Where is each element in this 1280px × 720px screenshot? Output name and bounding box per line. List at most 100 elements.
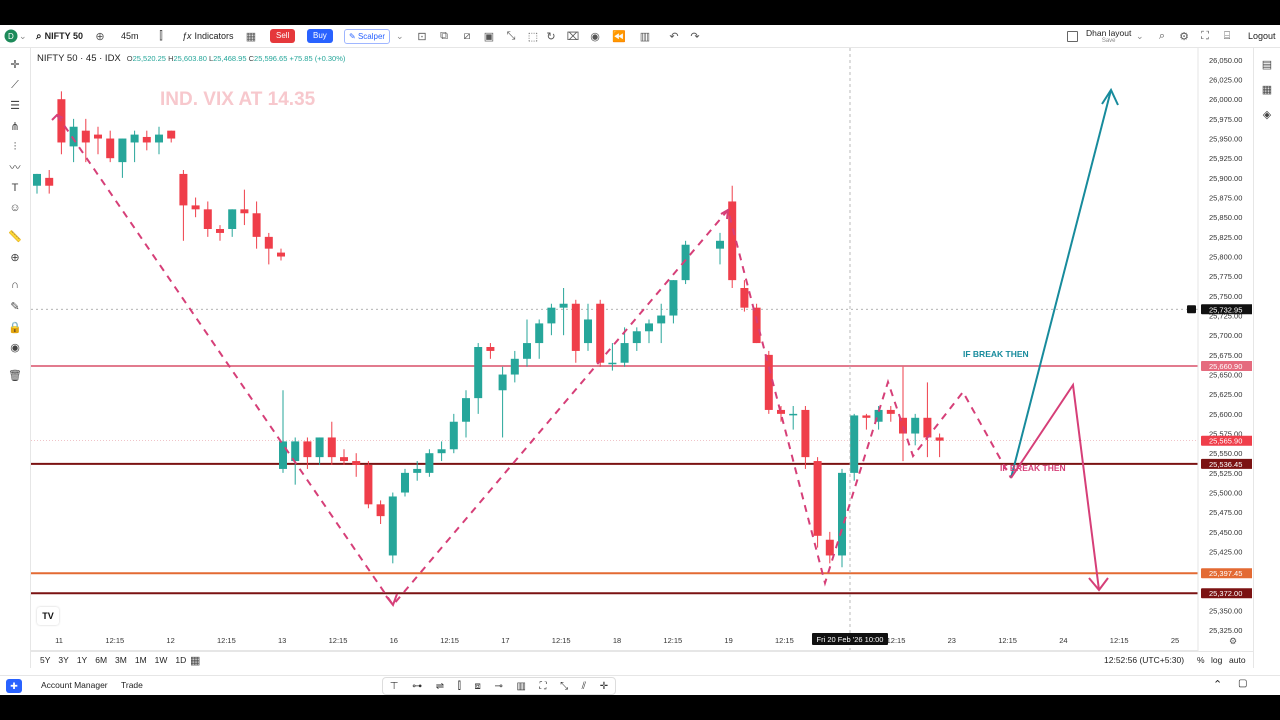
range-1m[interactable]: 1M: [134, 655, 147, 665]
candle: [789, 406, 798, 430]
ruler-icon[interactable]: 📏: [8, 230, 22, 243]
candle: [191, 197, 200, 218]
time-tick-label: 12: [166, 636, 174, 645]
layout-chevron-icon[interactable]: ⌄: [1136, 30, 1144, 41]
tab-trade[interactable]: Trade: [121, 680, 143, 690]
collapse-icon[interactable]: ⌃: [1213, 679, 1223, 691]
zoom-in-icon[interactable]: ⊕: [10, 251, 20, 264]
percent-toggle[interactable]: %: [1197, 655, 1205, 665]
range-3m[interactable]: 3M: [115, 655, 127, 665]
redo-icon[interactable]: ↷: [690, 30, 700, 43]
price-badge: [1201, 568, 1252, 579]
candle: [899, 366, 907, 462]
layers-icon[interactable]: ◈: [1262, 108, 1272, 121]
quick-search-icon[interactable]: ⌕: [1158, 29, 1166, 42]
gear-icon[interactable]: ⚙: [1179, 30, 1189, 43]
tab-account-manager[interactable]: Account Manager: [41, 680, 108, 690]
maximize-panel-icon[interactable]: ▢: [1238, 678, 1248, 689]
price-badge: [1201, 588, 1252, 599]
eye-icon[interactable]: ◉: [10, 341, 20, 354]
scalper-button[interactable]: ✎ Scalper: [344, 28, 391, 44]
horizontal-lines-icon[interactable]: ☰: [10, 99, 20, 112]
pitchfork-icon[interactable]: ⋔: [10, 120, 20, 133]
scalper-dropdown-icon[interactable]: ⌄: [396, 30, 404, 41]
time-tick-label: 12:15: [217, 636, 236, 645]
edit-icon[interactable]: ⤡: [506, 29, 516, 42]
dhan-widget-icon[interactable]: ✚: [6, 679, 22, 693]
layout-checkbox-icon[interactable]: [1067, 28, 1078, 44]
fib-icon[interactable]: ⫶: [13, 140, 17, 153]
measure-quick-icon[interactable]: ⊸: [494, 680, 503, 692]
layout-menu[interactable]: Dhan layout Save: [1086, 26, 1131, 46]
path-quick-icon[interactable]: ⤡: [560, 680, 569, 692]
text-quick-icon[interactable]: ⊤: [389, 680, 399, 692]
camera-icon[interactable]: ⌸: [1223, 29, 1231, 42]
price-tick-label: 25,575.00: [1209, 430, 1242, 439]
chevron-down-icon[interactable]: ⌄: [19, 30, 27, 41]
indicators-button[interactable]: ƒx Indicators: [182, 28, 234, 44]
pink-down-arrow: [1010, 382, 1100, 591]
range-1y[interactable]: 1Y: [76, 655, 88, 665]
fullscreen-icon[interactable]: ⛶: [1201, 29, 1209, 42]
crosshair-icon[interactable]: ✛: [10, 58, 20, 71]
auto-toggle[interactable]: auto: [1229, 655, 1246, 665]
candle: [862, 413, 871, 430]
alerts-panel-icon[interactable]: ▦: [1261, 83, 1273, 96]
range-3y[interactable]: 3Y: [58, 655, 69, 665]
candle: [228, 209, 237, 237]
undo-icon[interactable]: ↶: [669, 30, 679, 43]
trend-line-icon[interactable]: ⟋: [11, 78, 19, 91]
interval-selector[interactable]: 45m: [121, 28, 139, 44]
range-6m[interactable]: 6M: [95, 655, 108, 665]
templates-icon[interactable]: ▦: [245, 30, 257, 43]
lock-icon[interactable]: 🔒: [8, 321, 22, 334]
line-quick-icon[interactable]: ⊶: [412, 680, 423, 692]
candle-body: [838, 472, 846, 556]
text-tool-icon[interactable]: T: [11, 182, 19, 194]
frame-quick-icon[interactable]: ⛶: [539, 680, 547, 692]
price-badge: [1201, 304, 1252, 315]
log-toggle[interactable]: log: [1211, 655, 1223, 665]
app-logo-icon[interactable]: D: [4, 28, 18, 44]
scalper-label: Scalper: [357, 31, 386, 41]
broadcast-icon[interactable]: ◉: [590, 30, 600, 43]
price-tick-label: 25,450.00: [1209, 528, 1242, 537]
candle-body: [825, 539, 834, 556]
chart-type-icon[interactable]: ⫿: [159, 29, 163, 42]
range-5y[interactable]: 5Y: [40, 655, 51, 665]
price-tick-label: 26,025.00: [1209, 76, 1242, 85]
time-tick-label: 12:15: [1110, 636, 1129, 645]
bars-quick-icon[interactable]: ▥: [516, 680, 526, 692]
watchlist-icon[interactable]: ▤: [1261, 58, 1273, 71]
range-1w[interactable]: 1W: [154, 655, 168, 665]
pattern-icon[interactable]: 〰: [9, 162, 21, 174]
fib-quick-icon[interactable]: ⫿: [457, 680, 461, 692]
arrow-quick-icon[interactable]: ⇌: [435, 680, 445, 692]
price-chart[interactable]: 26,050.00 26,025.00 26,000.00 25,975.00 25,9…: [31, 48, 1252, 651]
buy-button[interactable]: Buy: [307, 28, 333, 44]
settings-panel-icon[interactable]: ▣: [483, 30, 495, 43]
time-tick-label: 12:15: [775, 636, 794, 645]
pencil-icon[interactable]: ✎: [10, 300, 20, 313]
add-symbol-button[interactable]: ⊕: [95, 30, 105, 43]
cross-quick-icon[interactable]: ✛: [599, 680, 609, 692]
alert-icon[interactable]: ⊡: [417, 30, 427, 43]
emoji-icon[interactable]: ☺: [9, 202, 21, 214]
brush-quick-icon[interactable]: ⫽: [581, 680, 587, 692]
trash-icon[interactable]: 🗑: [8, 369, 22, 382]
draw-icon[interactable]: ⬚: [527, 30, 539, 43]
rewind-icon[interactable]: ⏪: [612, 30, 626, 43]
magnet-icon[interactable]: ∩: [11, 279, 19, 291]
candle-body: [130, 134, 139, 143]
rect-quick-icon[interactable]: ⧈: [474, 680, 481, 692]
calendar-icon[interactable]: ▦: [190, 655, 201, 667]
sell-button[interactable]: Sell: [270, 28, 296, 44]
bar-replay-icon[interactable]: ▥: [639, 30, 651, 43]
refresh-icon[interactable]: ↻: [546, 30, 556, 43]
range-1d[interactable]: 1D: [175, 655, 187, 665]
logout-button[interactable]: Logout: [1248, 28, 1276, 44]
replay-icon[interactable]: ⧄: [463, 29, 471, 42]
compare-icon[interactable]: ⧉: [440, 29, 448, 42]
symbol-search[interactable]: ⌕ NIFTY 50 · 45 · IDXNIFTY 50: [36, 30, 83, 42]
screenshot-tool-icon[interactable]: ⌧: [566, 30, 580, 43]
